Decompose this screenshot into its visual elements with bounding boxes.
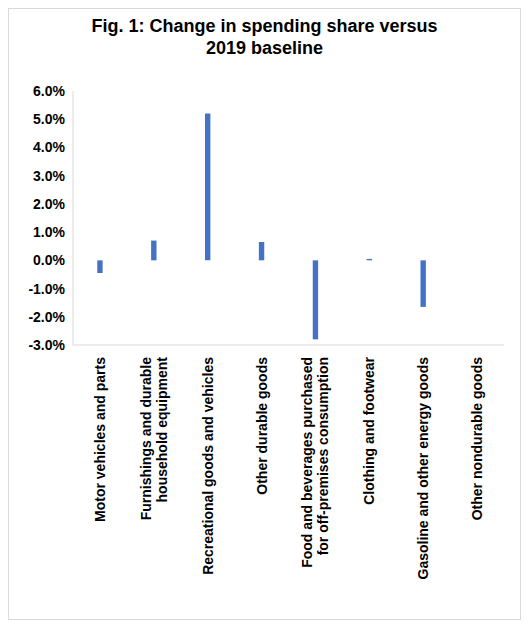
svg-text:-1.0%: -1.0% [28, 281, 65, 297]
html-text:Fig. 1: Change in spending sha: Fig. 1: Change in spending share versus … [91, 16, 438, 58]
svg-text:4.0%: 4.0% [33, 139, 65, 155]
svg-text:Furnishings and durablehouseho: Furnishings and durablehousehold equipme… [138, 357, 170, 521]
svg-text:Clothing and footwear: Clothing and footwear [361, 356, 377, 504]
svg-text:3.0%: 3.0% [33, 168, 65, 184]
svg-text:Recreational goods and vehicle: Recreational goods and vehicles [200, 357, 216, 575]
svg-text:-2.0%: -2.0% [28, 309, 65, 325]
svg-text:0.0%: 0.0% [33, 252, 65, 268]
svg-text:Other nondurable goods: Other nondurable goods [469, 357, 485, 521]
svg-text:Food and beverages purchasedfo: Food and beverages purchasedfor off-prem… [299, 357, 331, 568]
svg-text:6.0%: 6.0% [33, 83, 65, 99]
svg-text:Gasoline and other energy good: Gasoline and other energy goods [415, 357, 431, 580]
svg-text:5.0%: 5.0% [33, 111, 65, 127]
svg-text:1.0%: 1.0% [33, 224, 65, 240]
svg-text:-3.0%: -3.0% [28, 337, 65, 353]
svg-text:2.0%: 2.0% [33, 196, 65, 212]
svg-text:Other durable goods: Other durable goods [254, 357, 270, 495]
svg-text:Motor vehicles and parts: Motor vehicles and parts [92, 357, 108, 522]
